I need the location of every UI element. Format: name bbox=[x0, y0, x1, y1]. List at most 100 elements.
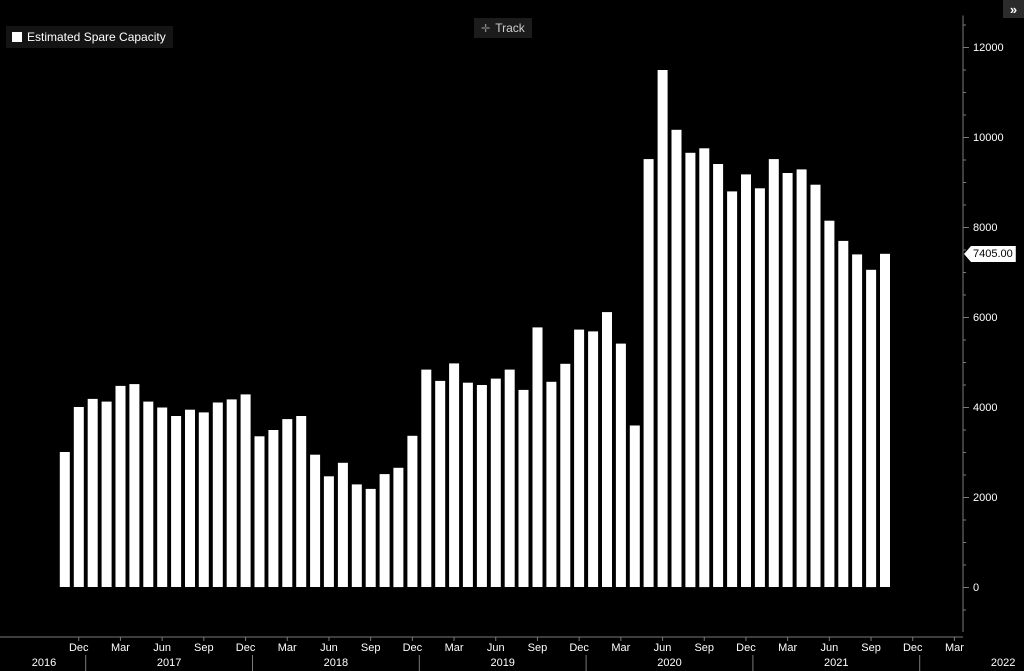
y-tick-label: 10000 bbox=[973, 132, 1004, 144]
x-month-label: Dec bbox=[403, 642, 423, 654]
bar bbox=[518, 389, 529, 587]
bar bbox=[435, 380, 446, 587]
bar bbox=[379, 474, 390, 587]
bar bbox=[476, 385, 487, 587]
x-month-label: Mar bbox=[278, 642, 297, 654]
x-month-label: Jun bbox=[820, 642, 838, 654]
bar bbox=[449, 363, 460, 587]
y-tick-label: 8000 bbox=[973, 222, 997, 234]
bar bbox=[532, 327, 543, 587]
bar bbox=[226, 399, 237, 587]
bar bbox=[602, 312, 612, 587]
bar bbox=[365, 488, 376, 587]
bar bbox=[351, 484, 362, 587]
bar bbox=[768, 159, 779, 587]
bar bbox=[546, 381, 557, 587]
x-month-label: Dec bbox=[69, 642, 89, 654]
bar bbox=[713, 164, 724, 587]
bar bbox=[838, 240, 849, 587]
bar bbox=[588, 331, 599, 587]
bar bbox=[101, 401, 112, 587]
bar bbox=[282, 419, 293, 587]
bar bbox=[115, 385, 126, 587]
bar bbox=[268, 430, 279, 587]
crosshair-icon: ✛ bbox=[481, 22, 491, 35]
x-month-label: Jun bbox=[153, 642, 171, 654]
bar bbox=[685, 152, 696, 588]
bar bbox=[754, 188, 765, 588]
bar bbox=[866, 269, 877, 588]
x-axis: Dec Mar Jun Sep Dec Mar Jun Sep Dec Mar Jun Sep Dec M… bbox=[0, 636, 1015, 671]
x-month-label: Dec bbox=[903, 642, 923, 654]
y-tick-label: 4000 bbox=[973, 402, 997, 414]
bar bbox=[782, 173, 793, 587]
x-year-label: 2018 bbox=[324, 657, 348, 669]
bar bbox=[852, 254, 863, 587]
bar bbox=[323, 476, 334, 587]
bar bbox=[880, 253, 890, 588]
bar bbox=[629, 425, 640, 587]
bar bbox=[462, 382, 473, 587]
bar bbox=[393, 467, 404, 588]
bar bbox=[240, 394, 251, 587]
x-month-label: Sep bbox=[528, 642, 548, 654]
x-year-label: 2022 bbox=[991, 657, 1015, 669]
last-value-badge: 7405.00 bbox=[964, 246, 1016, 262]
bars-group bbox=[59, 70, 890, 588]
expand-panel-button[interactable]: » bbox=[1003, 0, 1024, 18]
bar bbox=[198, 412, 209, 587]
bar bbox=[296, 416, 307, 587]
bar bbox=[87, 398, 98, 587]
x-month-label: Jun bbox=[320, 642, 338, 654]
x-month-label: Sep bbox=[361, 642, 381, 654]
y-tick-label: 6000 bbox=[973, 312, 997, 324]
bar bbox=[810, 184, 821, 587]
bar bbox=[407, 435, 418, 587]
bar bbox=[73, 407, 84, 587]
x-month-label: Mar bbox=[111, 642, 130, 654]
x-month-label: Dec bbox=[236, 642, 256, 654]
x-month-label: Mar bbox=[945, 642, 964, 654]
bar bbox=[212, 402, 223, 587]
bar bbox=[504, 369, 515, 587]
y-axis: 12000 10000 8000 6000 4000 2000 0 bbox=[962, 15, 1004, 632]
y-tick-label: 12000 bbox=[973, 42, 1004, 54]
x-year-label: 2019 bbox=[490, 657, 514, 669]
x-month-label: Sep bbox=[194, 642, 214, 654]
bar bbox=[143, 401, 154, 587]
bar bbox=[129, 384, 140, 587]
y-tick-label: 2000 bbox=[973, 492, 997, 504]
bar bbox=[560, 363, 571, 587]
y-tick-label: 0 bbox=[973, 582, 979, 594]
track-button[interactable]: ✛ Track bbox=[474, 18, 532, 38]
bar bbox=[157, 407, 168, 587]
legend[interactable]: Estimated Spare Capacity bbox=[6, 26, 173, 48]
bar bbox=[671, 129, 682, 588]
chevron-double-right-icon: » bbox=[1009, 1, 1018, 17]
bar bbox=[421, 369, 432, 587]
x-month-label: Mar bbox=[778, 642, 797, 654]
bar bbox=[490, 378, 501, 587]
bar bbox=[574, 329, 585, 587]
x-month-label: Dec bbox=[736, 642, 756, 654]
bar bbox=[727, 191, 738, 587]
bar bbox=[615, 343, 626, 587]
track-label: Track bbox=[495, 21, 525, 35]
x-month-label: Mar bbox=[611, 642, 630, 654]
bar bbox=[337, 462, 348, 587]
legend-label: Estimated Spare Capacity bbox=[27, 30, 166, 44]
bar bbox=[824, 220, 835, 587]
x-year-label: 2016 bbox=[32, 657, 56, 669]
x-year-label: 2021 bbox=[824, 657, 848, 669]
bar bbox=[310, 454, 321, 587]
bar bbox=[741, 174, 751, 587]
bar bbox=[59, 452, 70, 587]
x-month-label: Sep bbox=[861, 642, 881, 654]
bar bbox=[657, 70, 668, 587]
x-month-label: Sep bbox=[694, 642, 714, 654]
x-year-label: 2020 bbox=[657, 657, 681, 669]
bar bbox=[171, 416, 182, 587]
bar bbox=[185, 409, 195, 587]
x-month-label: Jun bbox=[487, 642, 505, 654]
